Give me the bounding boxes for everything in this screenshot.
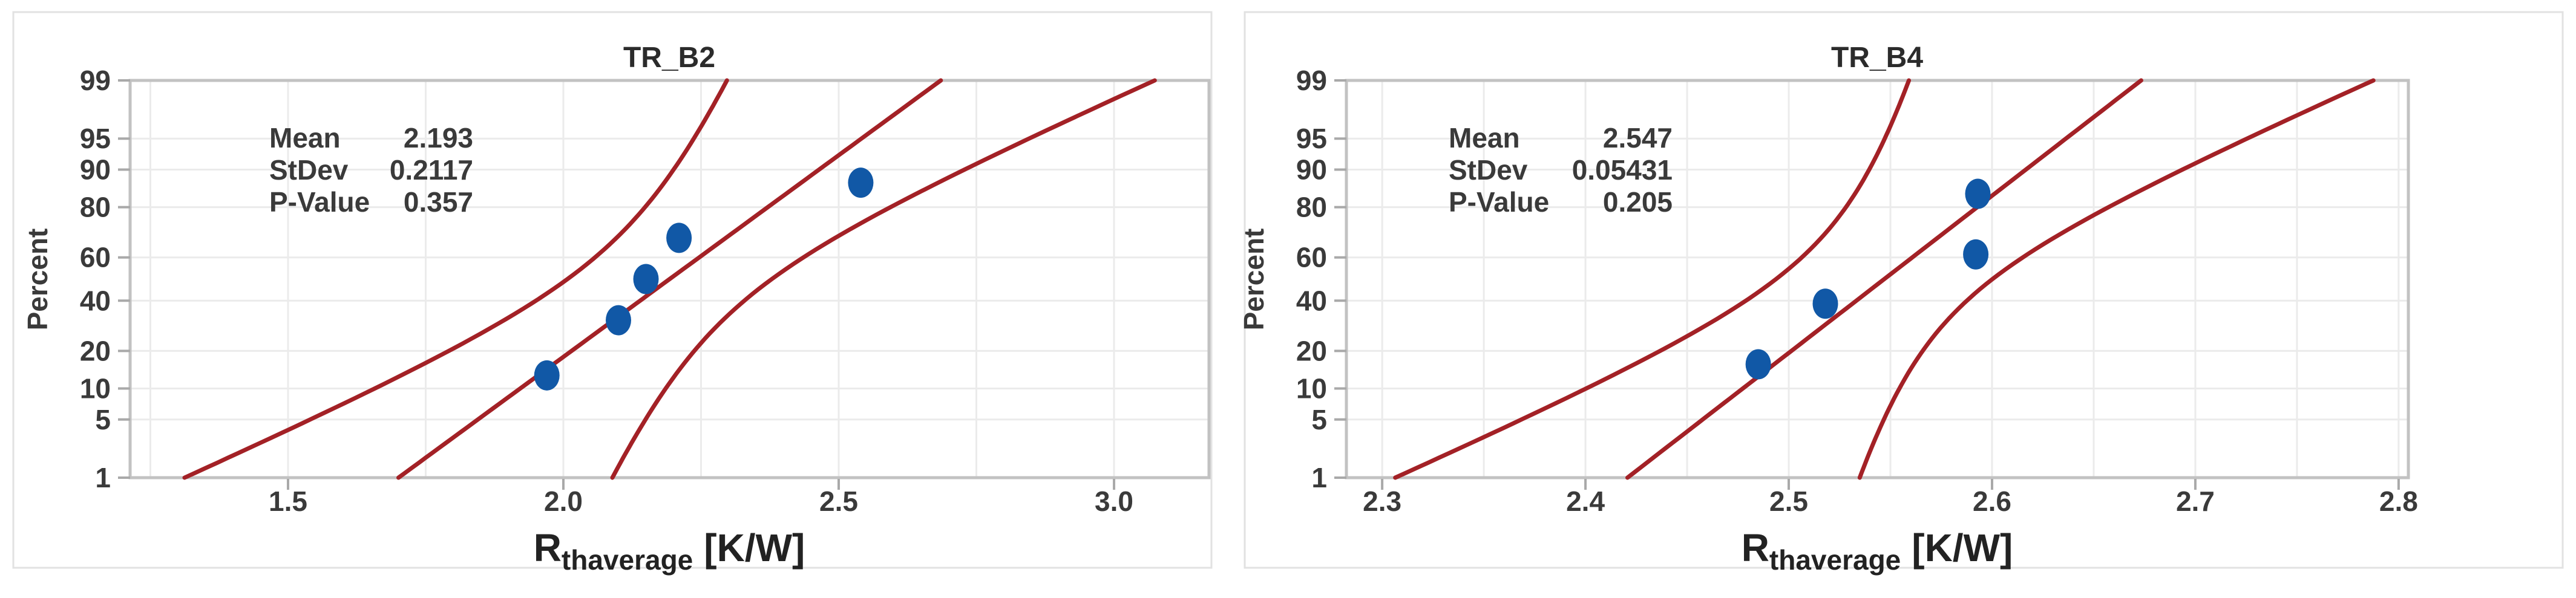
data-point (633, 264, 659, 294)
y-tick-label: 40 (1296, 285, 1327, 316)
stat-label-mean: Mean (269, 122, 341, 154)
y-tick-label: 80 (80, 192, 111, 223)
stat-value-pvalue: 0.357 (404, 186, 473, 218)
y-tick-label: 40 (80, 285, 111, 316)
data-point (666, 223, 692, 253)
y-tick-label: 1 (1311, 462, 1327, 493)
data-point (1965, 178, 1991, 209)
x-tick-label: 3.0 (1095, 486, 1133, 517)
x-tick-label: 2.0 (544, 486, 583, 517)
plot-frame (1345, 79, 2410, 479)
x-tick-label: 2.4 (1566, 486, 1605, 517)
stat-label-pvalue: P-Value (1449, 186, 1549, 218)
x-axis-title: Rthaverage [K/W] (534, 526, 805, 576)
stat-label-stdev: StDev (269, 154, 349, 186)
data-point (848, 167, 874, 198)
right-plot-labels: TR_B4 Mean 2.547 StDev 0.05431 P-Value 0… (1238, 42, 2013, 576)
x-tick-label: 1.5 (269, 486, 307, 517)
x-tick-label: 2.5 (819, 486, 858, 517)
y-tick-label: 90 (1296, 154, 1327, 186)
y-tick-label: 20 (80, 335, 111, 366)
x-tick-label: 2.7 (2176, 486, 2215, 517)
y-axis-title: Percent (22, 229, 53, 331)
y-tick-label: 1 (95, 462, 111, 493)
data-point (1745, 349, 1771, 380)
stat-label-mean: Mean (1449, 122, 1520, 154)
y-tick-label: 5 (95, 404, 111, 435)
left-panel-card (12, 11, 1213, 569)
stat-value-stdev: 0.2117 (390, 154, 473, 186)
right-panel-card (1244, 11, 2564, 569)
fit-line (396, 78, 943, 480)
y-tick-label: 95 (80, 123, 111, 154)
y-axis-title: Percent (1238, 229, 1270, 331)
left-plot-labels: TR_B2 Mean 2.193 StDev 0.2117 P-Value 0.… (22, 42, 805, 576)
stat-value-pvalue: 0.205 (1603, 186, 1673, 218)
stat-label-stdev: StDev (1449, 154, 1528, 186)
y-tick-label: 20 (1296, 335, 1327, 366)
plot-title: TR_B4 (1831, 42, 1923, 74)
stat-label-pvalue: P-Value (269, 186, 370, 218)
data-point (534, 360, 560, 391)
ci-upper-curve (610, 78, 1157, 480)
ci-lower-curve (182, 78, 729, 480)
data-point (1963, 239, 1989, 270)
y-tick-label: 95 (1296, 123, 1327, 154)
x-axis-title: Rthaverage [K/W] (1742, 526, 2013, 576)
plot-frame (128, 79, 1211, 479)
data-point (606, 305, 632, 336)
y-tick-label: 10 (80, 372, 111, 404)
y-tick-label: 10 (1296, 372, 1327, 404)
x-tick-label: 2.5 (1769, 486, 1808, 517)
ci-lower-curve (1393, 78, 1912, 480)
y-tick-label: 60 (1296, 242, 1327, 273)
y-tick-label: 5 (1311, 404, 1327, 435)
y-tick-label: 99 (80, 65, 111, 96)
x-axis-title-subscript: thaverage (562, 544, 693, 576)
x-axis-title-unit: [K/W] (1912, 526, 2013, 570)
x-axis-title-base: R (534, 526, 562, 570)
stat-value-mean: 2.193 (404, 122, 473, 154)
data-point (1812, 288, 1838, 319)
stat-value-stdev: 0.05431 (1572, 154, 1673, 186)
y-tick-label: 60 (80, 242, 111, 273)
x-axis-title-subscript: thaverage (1769, 544, 1901, 576)
x-tick-label: 2.3 (1363, 486, 1401, 517)
y-tick-label: 80 (1296, 192, 1327, 223)
stat-value-mean: 2.547 (1603, 122, 1673, 154)
plot-title: TR_B2 (623, 42, 715, 74)
x-tick-label: 2.6 (1973, 486, 2011, 517)
x-axis-title-base: R (1742, 526, 1769, 570)
x-axis-title-unit: [K/W] (704, 526, 805, 570)
ci-upper-curve (1857, 78, 2376, 480)
x-tick-label: 2.8 (2379, 486, 2418, 517)
y-tick-label: 90 (80, 154, 111, 186)
fit-line (1625, 78, 2143, 480)
y-tick-label: 99 (1296, 65, 1327, 96)
